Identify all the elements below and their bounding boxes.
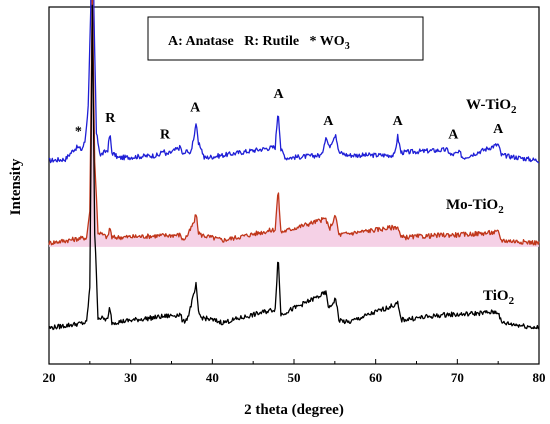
y-axis-title: Intensity	[8, 158, 24, 215]
x-tick-label-6: 80	[533, 370, 546, 385]
x-axis-title: 2 theta (degree)	[244, 402, 344, 418]
peak-label-4: A	[190, 100, 201, 115]
x-tick-label-5: 70	[451, 370, 464, 385]
series-label-subscript: 2	[498, 204, 504, 216]
series-label-text: Mo-TiO	[446, 197, 498, 213]
peak-label-9: A	[493, 122, 504, 137]
peak-label-3: R	[160, 127, 171, 142]
series-label-subscript: 2	[509, 295, 515, 307]
peak-label-8: A	[448, 127, 459, 142]
legend-box: A: Anatase R: Rutile * WO3	[147, 16, 424, 61]
plot-frame	[48, 6, 540, 365]
x-tick-label-0: 20	[43, 370, 56, 385]
series-label-subscript: 2	[511, 104, 517, 116]
legend-text: A: Anatase R: Rutile * WO3	[168, 34, 350, 52]
series-line-1	[48, 0, 540, 246]
series-label-2: TiO2	[483, 288, 515, 307]
legend-subscript: 3	[345, 41, 350, 52]
x-tick-label-2: 40	[206, 370, 219, 385]
annotation-layer: *ARRAAAAAA	[75, 87, 504, 142]
series-line-2	[48, 4, 540, 331]
peak-label-6: A	[323, 114, 334, 129]
series-label-0: W-TiO2	[466, 97, 517, 116]
series-layer	[48, 0, 540, 331]
x-tick-label-3: 50	[288, 370, 301, 385]
series-label-text: TiO	[483, 288, 509, 304]
peak-label-2: R	[105, 111, 116, 126]
series-label-1: Mo-TiO2	[446, 197, 504, 216]
legend-frame	[147, 16, 424, 61]
x-tick-label-1: 30	[124, 370, 137, 385]
series-label-text: W-TiO	[466, 97, 511, 113]
x-axis: 20 30 40 50 60 70 80	[43, 359, 546, 385]
x-tick-label-4: 60	[369, 370, 382, 385]
peak-label-7: A	[393, 114, 404, 129]
peak-label-0: *	[75, 125, 82, 140]
series-line-0	[48, 0, 540, 164]
peak-label-5: A	[273, 87, 284, 102]
